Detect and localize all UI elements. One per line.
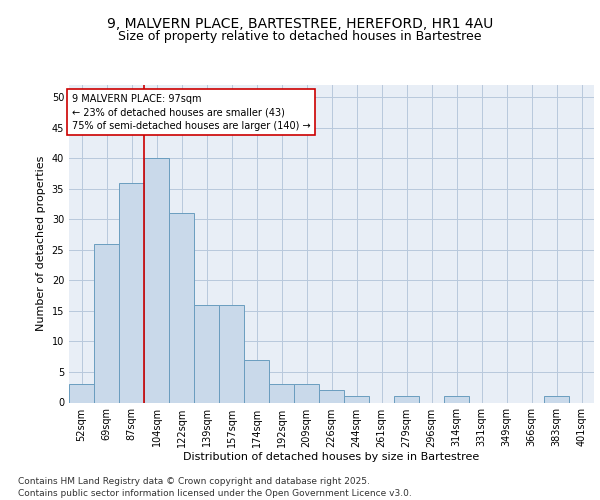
Bar	[69, 384, 94, 402]
Bar	[169, 213, 194, 402]
Bar	[194, 305, 219, 402]
Text: 9 MALVERN PLACE: 97sqm
← 23% of detached houses are smaller (43)
75% of semi-det: 9 MALVERN PLACE: 97sqm ← 23% of detached…	[71, 94, 310, 130]
Text: Contains HM Land Registry data © Crown copyright and database right 2025.
Contai: Contains HM Land Registry data © Crown c…	[18, 476, 412, 498]
Text: 9, MALVERN PLACE, BARTESTREE, HEREFORD, HR1 4AU: 9, MALVERN PLACE, BARTESTREE, HEREFORD, …	[107, 18, 493, 32]
Y-axis label: Number of detached properties: Number of detached properties	[36, 156, 46, 332]
Bar	[244, 360, 269, 403]
Bar	[144, 158, 169, 402]
Bar	[444, 396, 469, 402]
Bar	[294, 384, 319, 402]
Text: Size of property relative to detached houses in Bartestree: Size of property relative to detached ho…	[118, 30, 482, 43]
Bar	[219, 305, 244, 402]
Bar	[319, 390, 344, 402]
X-axis label: Distribution of detached houses by size in Bartestree: Distribution of detached houses by size …	[184, 452, 479, 462]
Bar	[544, 396, 569, 402]
Bar	[94, 244, 119, 402]
Bar	[394, 396, 419, 402]
Bar	[344, 396, 369, 402]
Bar	[269, 384, 294, 402]
Bar	[119, 182, 144, 402]
